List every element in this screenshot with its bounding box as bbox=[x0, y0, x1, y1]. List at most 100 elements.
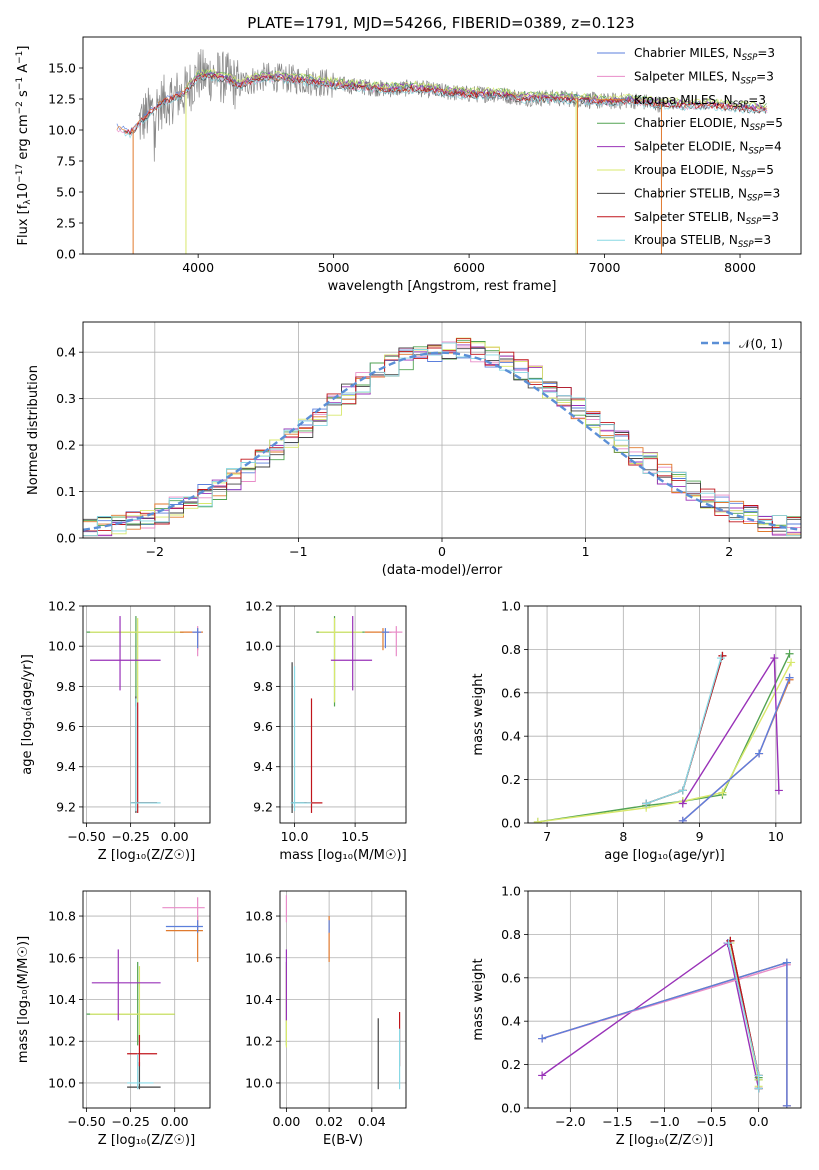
point-marker bbox=[782, 1101, 791, 1108]
y-tick-label: 0.8 bbox=[501, 642, 521, 657]
y-tick-label: 10.0 bbox=[48, 1075, 76, 1090]
y-axis-label-part: ] bbox=[16, 46, 31, 51]
x-tick-label: 0.00 bbox=[161, 829, 189, 844]
y-axis-label-part: A bbox=[16, 64, 31, 77]
plot-area bbox=[86, 897, 205, 1090]
legend-label-sub: SSP bbox=[742, 53, 758, 63]
axes-spectrum bbox=[116, 49, 768, 254]
y-axis-label-part: −17 bbox=[15, 164, 25, 183]
y-tick-label: 10.0 bbox=[48, 123, 76, 138]
axes-frame-residuals bbox=[82, 321, 802, 539]
point-marker bbox=[754, 1084, 763, 1093]
x-axis-label: Z [log₁₀(Z/Z☉)] bbox=[98, 848, 195, 863]
legend-label-sub: SSP bbox=[741, 76, 757, 86]
x-tick-label: 8000 bbox=[724, 260, 756, 275]
x-tick-label: −1.5 bbox=[602, 1114, 632, 1129]
axes-frame-spectrum bbox=[82, 36, 802, 255]
y-tick-label: 10.6 bbox=[245, 950, 273, 965]
plot-area bbox=[533, 649, 796, 823]
y-axis-label-part: −2 bbox=[15, 101, 25, 114]
y-tick-label: 1.0 bbox=[501, 884, 521, 899]
legend-label: Kroupa MILES, NSSP=3 bbox=[634, 93, 766, 110]
point-marker bbox=[785, 649, 794, 658]
x-tick-label: −0.25 bbox=[111, 1114, 149, 1129]
y-axis-label-part: Flux [f bbox=[16, 204, 31, 245]
legend-label: Salpeter STELIB, NSSP=3 bbox=[634, 210, 779, 227]
y-tick-label: 15.0 bbox=[48, 61, 76, 76]
legend-label-text: Chabrier STELIB, N bbox=[634, 186, 747, 200]
legend-label-sub: SSP bbox=[738, 240, 754, 250]
y-tick-label: 10.0 bbox=[245, 639, 273, 654]
ticks-age_vs_mass: 10.0 10.5 9.2 9.4 9.6 9.8 10.0 10.2 mass [log₁₀(… bbox=[245, 599, 407, 864]
y-tick-label: 5.0 bbox=[56, 185, 76, 200]
legend-label-text: Kroupa STELIB, N bbox=[634, 233, 738, 247]
legend-label-sub: SSP bbox=[746, 217, 762, 227]
legend-label-text: Kroupa ELODIE, N bbox=[634, 163, 741, 177]
axes-frame-age_vs_mass bbox=[279, 605, 407, 824]
ticks-weight_vs_Z: −2.0 −1.5 −1.0 −0.5 0.0 0.0 0.2 0.4 0.6 0.8 1.0 Z [… bbox=[471, 884, 769, 1149]
axes-frame-mass_vs_ebv bbox=[279, 890, 407, 1109]
legend-label-text: Chabrier ELODIE, N bbox=[634, 116, 750, 130]
axes-age_vs_mass bbox=[280, 605, 406, 823]
point-marker bbox=[724, 939, 733, 948]
x-tick-label: 10.5 bbox=[341, 829, 369, 844]
point-marker bbox=[716, 654, 725, 663]
y-tick-label: 10.8 bbox=[245, 909, 273, 924]
y-tick-label: 10.4 bbox=[48, 992, 76, 1007]
x-tick-label: 0.00 bbox=[272, 1114, 300, 1129]
legend-label-sub: SSP bbox=[741, 170, 757, 180]
legend-label: Salpeter ELODIE, NSSP=4 bbox=[634, 140, 782, 157]
model-kroupa-elodie bbox=[184, 68, 767, 109]
legend-label-text: Salpeter ELODIE, N bbox=[634, 140, 748, 154]
ticks-weight_vs_age: 7 8 9 10 0.0 0.2 0.4 0.6 0.8 1.0 age [log₁₀(age/yr… bbox=[471, 599, 784, 864]
axes-frame-age_vs_Z bbox=[82, 605, 211, 824]
point-marker bbox=[538, 1034, 547, 1043]
axes-frame-weight_vs_Z bbox=[527, 890, 802, 1109]
point-marker bbox=[754, 1071, 763, 1080]
point-marker bbox=[782, 958, 791, 967]
plot-area bbox=[290, 616, 403, 813]
x-tick-label: −0.50 bbox=[67, 1114, 105, 1129]
legend-residuals: 𝒩(0, 1) bbox=[701, 337, 783, 351]
normal-curve bbox=[83, 351, 801, 532]
legend-label-text: Chabrier MILES, N bbox=[634, 46, 742, 60]
point-marker bbox=[642, 799, 651, 808]
legend-label: Kroupa STELIB, NSSP=3 bbox=[634, 233, 771, 250]
x-tick-label: 0.02 bbox=[315, 1114, 343, 1129]
x-tick-label: 10 bbox=[768, 829, 784, 844]
axes-frame-weight_vs_age bbox=[527, 605, 802, 824]
y-tick-label: 0.2 bbox=[56, 438, 76, 453]
x-axis-label: Z [log₁₀(Z/Z☉)] bbox=[98, 1133, 195, 1148]
point-marker bbox=[774, 786, 783, 795]
x-tick-label: 10.0 bbox=[281, 829, 309, 844]
y-axis-label: Flux [fλ10−17 erg cm−2 s−1 A−1] bbox=[15, 46, 33, 246]
x-axis-label: Z [log₁₀(Z/Z☉)] bbox=[616, 1133, 713, 1148]
y-tick-label: 10.6 bbox=[48, 950, 76, 965]
axes-residuals bbox=[83, 322, 801, 539]
point-marker bbox=[538, 1071, 547, 1080]
x-axis-label: E(B-V) bbox=[323, 1133, 363, 1148]
x-tick-label: 7000 bbox=[589, 260, 621, 275]
figure-title: PLATE=1791, MJD=54266, FIBERID=0389, z=0… bbox=[247, 14, 634, 32]
y-tick-label: 0.0 bbox=[56, 247, 76, 262]
x-tick-label: −0.25 bbox=[111, 829, 149, 844]
y-axis-label-part: s bbox=[16, 90, 31, 101]
y-tick-label: 9.4 bbox=[56, 759, 76, 774]
point-marker bbox=[718, 788, 727, 797]
x-tick-label: 9 bbox=[696, 829, 704, 844]
y-tick-label: 9.8 bbox=[253, 679, 273, 694]
y-tick-label: 7.5 bbox=[56, 154, 76, 169]
x-tick-label: 6000 bbox=[453, 260, 485, 275]
ticks-spectrum: 4000 5000 6000 7000 8000 0.0 2.5 5.0 7.5 10.0 12.5… bbox=[48, 61, 756, 295]
y-tick-label: 0.1 bbox=[56, 484, 76, 499]
point-marker bbox=[678, 816, 687, 823]
axes-weight_vs_age bbox=[528, 605, 801, 824]
legend-label-text: Kroupa MILES, N bbox=[634, 93, 733, 107]
x-tick-label: 2 bbox=[725, 544, 733, 559]
y-tick-label: 9.2 bbox=[253, 799, 273, 814]
y-axis-label-part: erg cm bbox=[16, 114, 31, 163]
y-tick-label: 0.4 bbox=[501, 1014, 521, 1029]
y-tick-label: 0.0 bbox=[56, 531, 76, 546]
y-tick-label: 10.0 bbox=[48, 639, 76, 654]
